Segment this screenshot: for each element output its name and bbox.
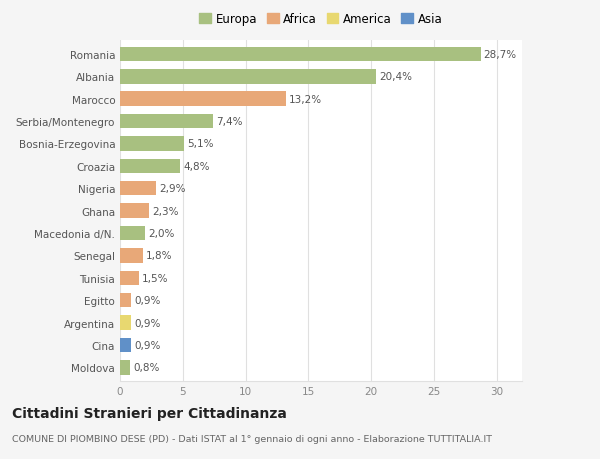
Bar (120, 316, 131, 330)
Bar (120, 181, 157, 196)
Text: 7,4%: 7,4% (216, 117, 242, 127)
Text: 2,0%: 2,0% (148, 229, 175, 239)
Text: 28,7%: 28,7% (484, 50, 517, 60)
Text: 0,9%: 0,9% (134, 340, 161, 350)
Bar (120, 47, 481, 62)
Bar (120, 137, 184, 151)
Text: 1,8%: 1,8% (146, 251, 172, 261)
Text: 0,8%: 0,8% (133, 363, 160, 373)
Bar (120, 271, 139, 285)
Bar (120, 360, 130, 375)
Text: 1,5%: 1,5% (142, 273, 169, 283)
Text: 2,3%: 2,3% (152, 206, 179, 216)
Bar (120, 204, 149, 218)
Bar (120, 249, 143, 263)
Legend: Europa, Africa, America, Asia: Europa, Africa, America, Asia (197, 11, 445, 28)
Text: Cittadini Stranieri per Cittadinanza: Cittadini Stranieri per Cittadinanza (12, 406, 287, 420)
Text: 0,9%: 0,9% (134, 318, 161, 328)
Text: 0,9%: 0,9% (134, 296, 161, 306)
Text: 2,9%: 2,9% (160, 184, 186, 194)
Bar (120, 92, 286, 106)
Bar (120, 159, 181, 174)
Text: 20,4%: 20,4% (379, 72, 412, 82)
Bar (120, 70, 376, 84)
Bar (120, 293, 131, 308)
Text: COMUNE DI PIOMBINO DESE (PD) - Dati ISTAT al 1° gennaio di ogni anno - Elaborazi: COMUNE DI PIOMBINO DESE (PD) - Dati ISTA… (12, 434, 492, 443)
Text: 4,8%: 4,8% (184, 162, 210, 172)
Text: 13,2%: 13,2% (289, 95, 322, 104)
Text: 5,1%: 5,1% (187, 139, 214, 149)
Bar (120, 338, 131, 353)
Bar (120, 226, 145, 241)
Bar (120, 114, 213, 129)
